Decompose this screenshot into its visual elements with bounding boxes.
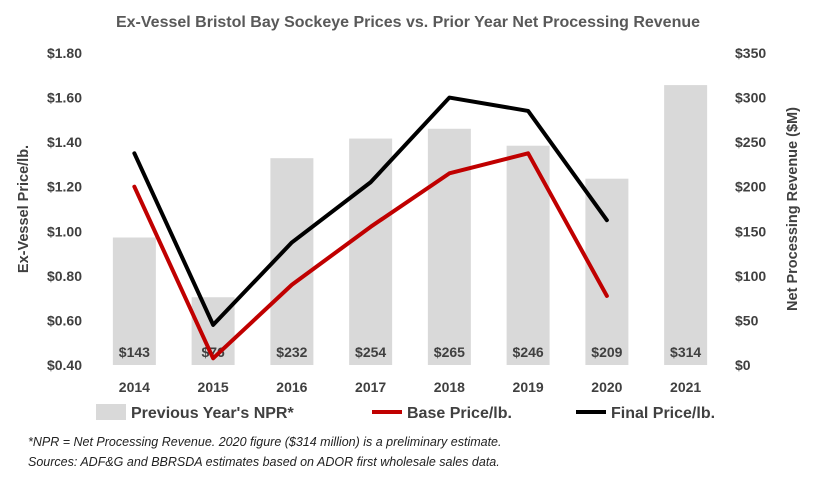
bar-2021 bbox=[664, 85, 708, 365]
legend-swatch-npr bbox=[96, 404, 126, 420]
left-axis-ticks: $0.40 $0.60 $0.80 $1.00 $1.20 $1.40 $1.60 $1.80 bbox=[47, 45, 82, 373]
right-tick-label: $200 bbox=[735, 179, 766, 195]
left-axis-title: Ex-Vessel Price/lb. bbox=[16, 145, 32, 273]
x-tick-label: 2014 bbox=[119, 379, 150, 395]
right-tick-label: $100 bbox=[735, 268, 766, 284]
bars-layer bbox=[112, 85, 708, 365]
legend-label-1: Final Price/lb. bbox=[611, 405, 715, 422]
right-axis-title: Net Processing Revenue ($M) bbox=[785, 107, 801, 311]
right-tick-label: $50 bbox=[735, 312, 759, 328]
bar-label-2018: $265 bbox=[434, 344, 465, 360]
line-base-price-lb bbox=[132, 151, 609, 361]
x-tick-label: 2015 bbox=[198, 379, 229, 395]
legend-label-0: Base Price/lb. bbox=[407, 405, 512, 422]
right-tick-label: $300 bbox=[735, 90, 766, 106]
legend-label-npr: Previous Year's NPR* bbox=[131, 405, 294, 422]
left-tick-label: $0.80 bbox=[47, 268, 82, 284]
bar-label-2019: $246 bbox=[513, 344, 544, 360]
legend: Previous Year's NPR* Base Price/lb. Final … bbox=[96, 404, 715, 422]
left-tick-label: $1.40 bbox=[47, 134, 82, 150]
footnote-sources: Sources: ADF&G and BBRSDA estimates base… bbox=[28, 455, 500, 469]
left-tick-label: $0.60 bbox=[47, 312, 82, 328]
bar-2016 bbox=[270, 158, 314, 365]
line-final-price-lb bbox=[132, 95, 609, 327]
left-tick-label: $1.80 bbox=[47, 45, 82, 61]
lines-layer bbox=[132, 95, 609, 361]
left-tick-label: $1.20 bbox=[47, 179, 82, 195]
bar-label-2016: $232 bbox=[276, 344, 307, 360]
x-tick-label: 2020 bbox=[591, 379, 622, 395]
bar-label-2014: $143 bbox=[119, 344, 150, 360]
x-tick-label: 2021 bbox=[670, 379, 701, 395]
left-tick-label: $1.60 bbox=[47, 90, 82, 106]
x-tick-label: 2016 bbox=[276, 379, 307, 395]
x-tick-label: 2018 bbox=[434, 379, 465, 395]
bar-labels-layer: $143 $76 $232 $254 $265 $246 $209 $314 bbox=[119, 344, 702, 360]
bar-2014 bbox=[112, 237, 156, 365]
bar-label-2021: $314 bbox=[670, 344, 701, 360]
right-tick-label: $350 bbox=[735, 45, 766, 61]
bar-label-2017: $254 bbox=[355, 344, 386, 360]
x-tick-label: 2019 bbox=[513, 379, 544, 395]
right-axis-ticks: $0 $50 $100 $150 $200 $250 $300 $350 bbox=[735, 45, 766, 373]
right-tick-label: $0 bbox=[735, 357, 751, 373]
left-tick-label: $1.00 bbox=[47, 223, 82, 239]
x-axis-ticks: 2014 2015 2016 2017 2018 2019 2020 2021 bbox=[119, 379, 702, 395]
bar-2017 bbox=[349, 138, 393, 365]
bar-label-2020: $209 bbox=[591, 344, 622, 360]
right-tick-label: $150 bbox=[735, 223, 766, 239]
x-tick-label: 2017 bbox=[355, 379, 386, 395]
bar-2018 bbox=[427, 128, 471, 365]
right-tick-label: $250 bbox=[735, 134, 766, 150]
footnote-npr: *NPR = Net Processing Revenue. 2020 figu… bbox=[28, 435, 502, 449]
left-tick-label: $0.40 bbox=[47, 357, 82, 373]
chart-title: Ex-Vessel Bristol Bay Sockeye Prices vs.… bbox=[116, 14, 700, 31]
